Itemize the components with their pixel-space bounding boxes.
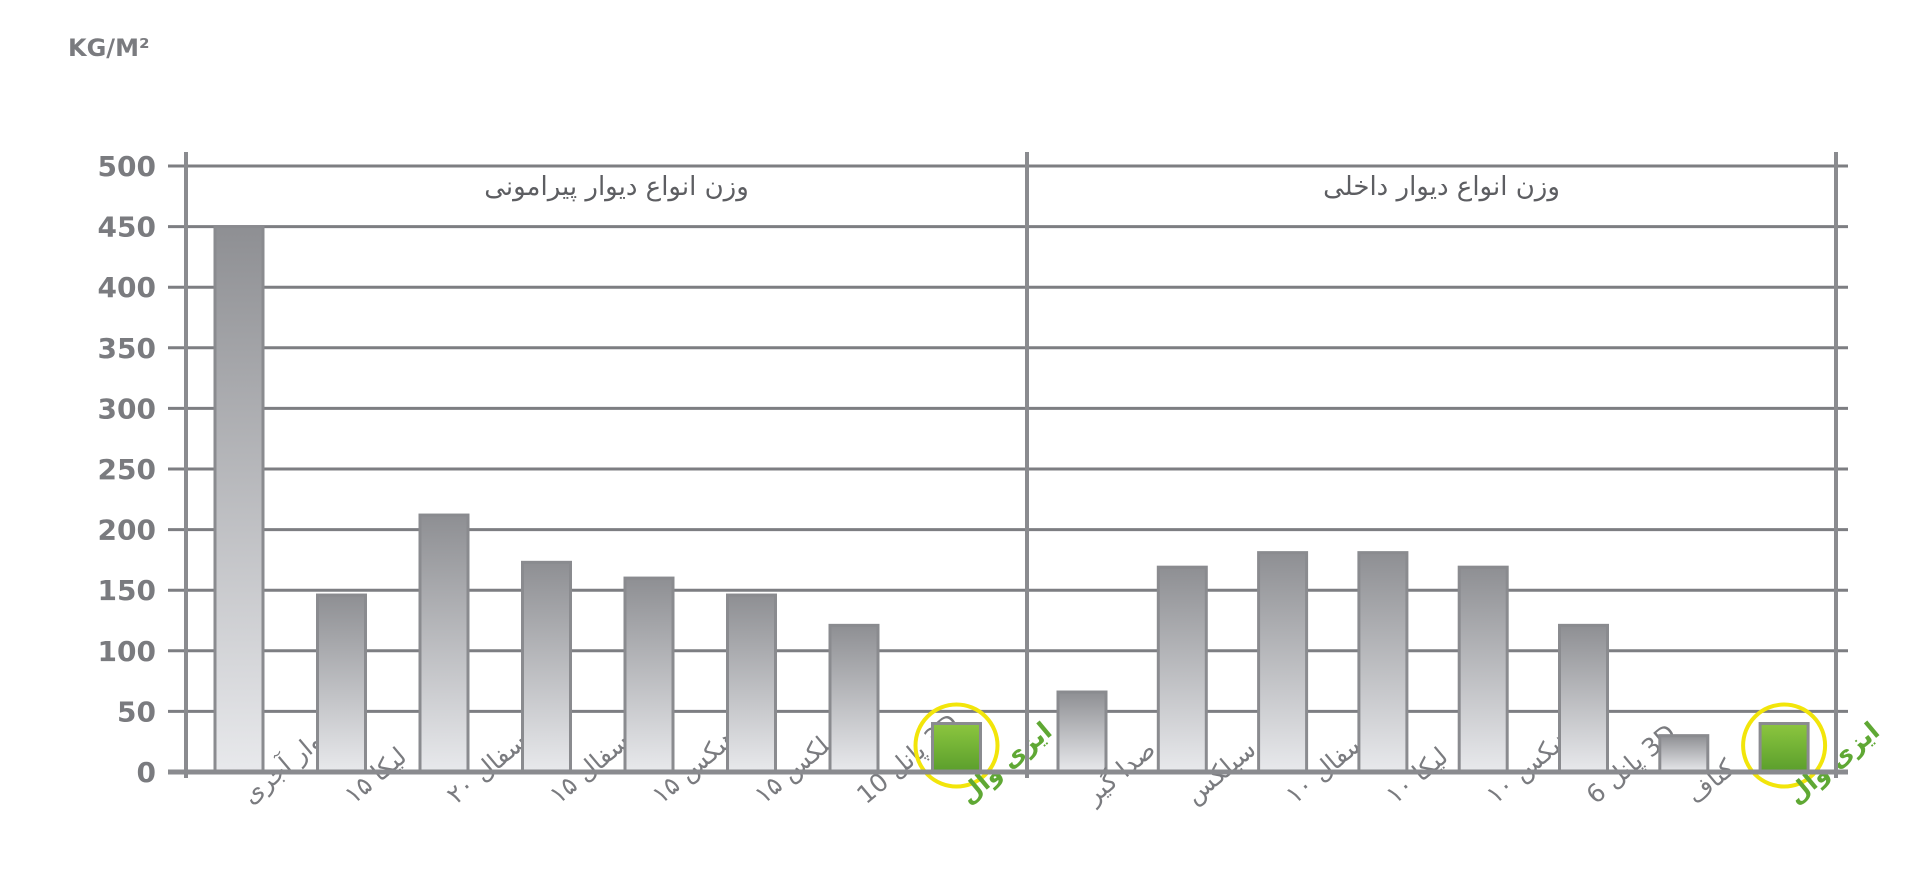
bar (1658, 734, 1710, 774)
bar (1457, 565, 1509, 774)
highlight-ring (1741, 702, 1828, 789)
highlight-ring (913, 702, 1000, 789)
y-unit-label: KG/M² (68, 34, 150, 62)
y-tick-label: 150 (98, 574, 156, 607)
y-tick-label: 500 (98, 150, 156, 183)
bar (623, 576, 675, 774)
group-title: وزن انواع دیوار پیرامونی (484, 172, 749, 202)
bar (1156, 565, 1208, 774)
bar (1257, 551, 1309, 774)
highlight-bar (931, 722, 982, 774)
bar (316, 593, 367, 774)
y-tick-label: 400 (98, 271, 156, 304)
y-tick-label: 100 (98, 635, 156, 668)
y-tick-label: 0 (137, 756, 156, 789)
group-title: وزن انواع دیوار داخلی (1323, 172, 1560, 202)
bar (726, 593, 777, 774)
bar (1056, 690, 1108, 774)
y-tick-label: 450 (98, 211, 156, 244)
bar (1558, 623, 1609, 774)
bar (828, 623, 880, 774)
highlight-bar (1758, 722, 1810, 774)
bar (521, 560, 572, 774)
bar (1357, 551, 1409, 774)
y-tick-label: 200 (98, 514, 156, 547)
y-tick-label: 250 (98, 453, 156, 486)
bar (213, 225, 265, 774)
bar (418, 513, 470, 774)
y-tick-label: 300 (98, 392, 156, 425)
y-tick-label: 350 (98, 332, 156, 365)
y-tick-label: 50 (117, 695, 156, 728)
